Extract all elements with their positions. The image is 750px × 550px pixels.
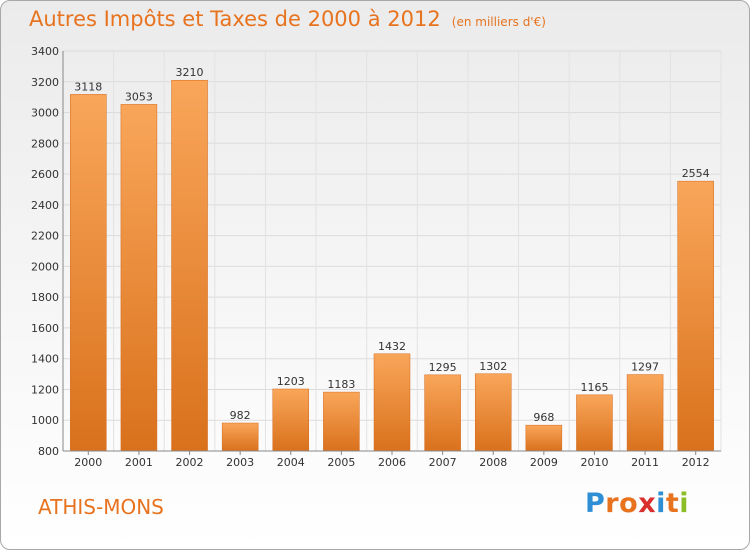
x-tick-label: 2007 [429, 456, 457, 469]
bar [120, 104, 158, 452]
bar [323, 391, 360, 452]
x-tick-label: 2005 [327, 456, 355, 469]
logo-letter: t [665, 488, 680, 519]
y-tick-label: 1000 [31, 414, 59, 427]
bar [221, 422, 259, 452]
title-block: Autres Impôts et Taxes de 2000 à 2012 (e… [29, 7, 546, 31]
bar [424, 374, 461, 452]
chart-title: Autres Impôts et Taxes de 2000 à 2012 [29, 7, 441, 31]
x-tick-label: 2006 [378, 456, 406, 469]
y-tick-label: 1600 [31, 322, 59, 335]
y-tick-label: 2000 [31, 260, 59, 273]
value-label: 1183 [327, 378, 355, 391]
x-tick-label: 2002 [176, 456, 204, 469]
bar [474, 373, 512, 452]
x-tick-label: 2001 [125, 456, 153, 469]
bar [525, 424, 563, 452]
y-tick-label: 2800 [31, 137, 59, 150]
value-label: 3210 [176, 66, 204, 79]
x-tick-label: 2011 [631, 456, 659, 469]
x-tick-label: 2004 [277, 456, 305, 469]
value-label: 968 [533, 411, 554, 424]
value-label: 1165 [580, 381, 608, 394]
y-tick-label: 1800 [31, 291, 59, 304]
bar [626, 374, 664, 452]
value-label: 1295 [429, 361, 457, 374]
value-label: 3118 [74, 80, 102, 93]
y-tick-label: 1200 [31, 383, 59, 396]
x-tick-label: 2012 [682, 456, 710, 469]
bar [70, 94, 107, 452]
logo-letter: i [656, 488, 666, 519]
logo-letter: i [679, 488, 690, 519]
commune-name: ATHIS-MONS [38, 495, 164, 519]
y-tick-label: 1400 [31, 353, 59, 366]
bar [272, 388, 310, 452]
y-tick-label: 3000 [31, 107, 59, 120]
value-label: 982 [230, 409, 251, 422]
value-label: 3053 [125, 90, 153, 103]
logo-letter: o [619, 488, 639, 519]
logo-letter: P [585, 488, 606, 519]
bar [576, 394, 613, 452]
logo-letter: x [638, 488, 657, 519]
axis-layer: 800 1000 1200 1400 1600 1800 2000 2200 2400 2600 2… [31, 45, 721, 469]
bar-layer [70, 79, 714, 452]
x-tick-label: 2003 [226, 456, 254, 469]
x-tick-label: 2000 [74, 456, 102, 469]
y-tick-label: 800 [38, 445, 59, 458]
y-tick-label: 2400 [31, 199, 59, 212]
value-label: 1302 [479, 360, 507, 373]
logo-letter: r [605, 488, 620, 519]
value-label: 1297 [631, 361, 659, 374]
bar [171, 79, 208, 452]
proxiti-logo: Proxiti [585, 488, 689, 519]
value-label: 2554 [682, 167, 710, 180]
x-tick-label: 2010 [580, 456, 608, 469]
bar [373, 353, 411, 452]
x-tick-label: 2009 [530, 456, 558, 469]
chart-subtitle: (en milliers d'€) [451, 15, 546, 29]
bar [677, 180, 714, 452]
value-label: 1432 [378, 340, 406, 353]
y-tick-label: 2600 [31, 168, 59, 181]
y-tick-label: 3200 [31, 76, 59, 89]
y-tick-label: 3400 [31, 45, 59, 58]
x-tick-label: 2008 [479, 456, 507, 469]
y-tick-label: 2200 [31, 230, 59, 243]
value-label: 1203 [277, 375, 305, 388]
